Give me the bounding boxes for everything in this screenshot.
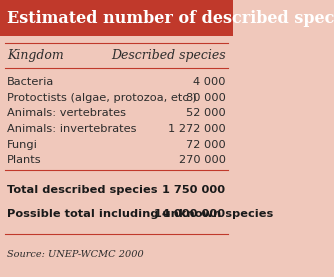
Text: Estimated number of described species: Estimated number of described species (7, 9, 334, 27)
Text: Total described species: Total described species (7, 185, 157, 195)
Text: Bacteria: Bacteria (7, 77, 54, 87)
Text: Possible total including unknown species: Possible total including unknown species (7, 209, 273, 219)
Text: 14 000 000: 14 000 000 (155, 209, 225, 219)
Text: 4 000: 4 000 (193, 77, 225, 87)
Text: 80 000: 80 000 (186, 93, 225, 102)
Text: 270 000: 270 000 (179, 155, 225, 165)
Text: Plants: Plants (7, 155, 42, 165)
Bar (0, 0, 232, 36)
Text: Animals: vertebrates: Animals: vertebrates (7, 108, 126, 118)
Text: 1 750 000: 1 750 000 (162, 185, 225, 195)
Text: Source: UNEP-WCMC 2000: Source: UNEP-WCMC 2000 (7, 250, 144, 259)
Text: 52 000: 52 000 (186, 108, 225, 118)
Text: Animals: invertebrates: Animals: invertebrates (7, 124, 137, 134)
Text: Fungi: Fungi (7, 140, 38, 150)
Text: Protoctists (algae, protozoa, etc.): Protoctists (algae, protozoa, etc.) (7, 93, 197, 102)
Text: 72 000: 72 000 (186, 140, 225, 150)
Text: 1 272 000: 1 272 000 (168, 124, 225, 134)
Text: Described species: Described species (111, 49, 225, 62)
Text: Kingdom: Kingdom (7, 49, 64, 62)
